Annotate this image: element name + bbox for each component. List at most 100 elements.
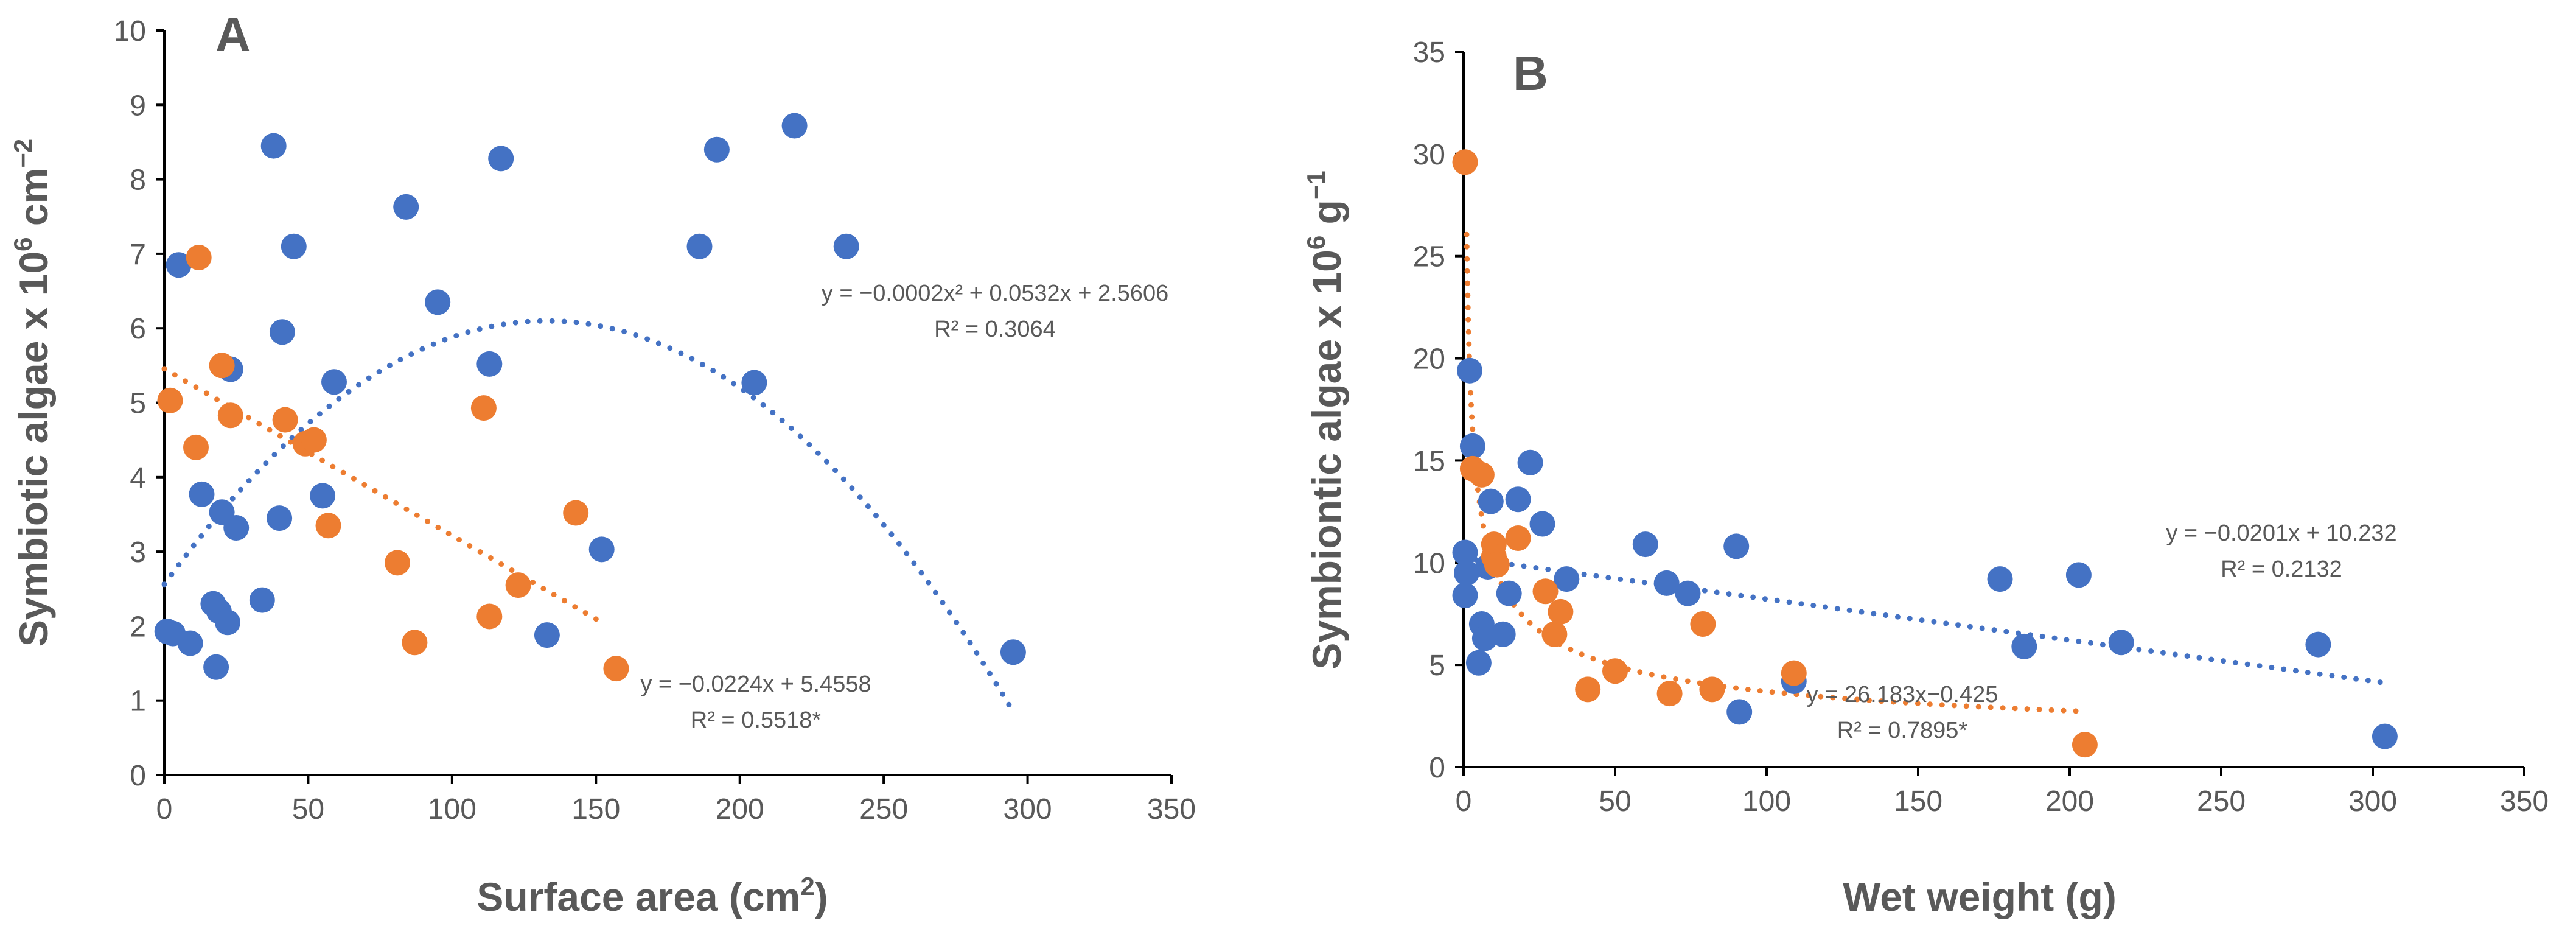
data-point-blue xyxy=(703,136,730,163)
data-point-orange xyxy=(2072,732,2098,758)
trendline-blue xyxy=(161,318,1016,715)
data-point-orange xyxy=(476,603,503,630)
x-axis-title: Wet weight (g) xyxy=(1843,874,2117,919)
y-tick-label: 5 xyxy=(130,388,146,420)
y-tick-label: 10 xyxy=(114,15,146,47)
y-tick-label: 0 xyxy=(1429,752,1445,784)
trendline-blue xyxy=(1461,555,2388,686)
trendline-r2-orange: R² = 0.5518* xyxy=(691,707,822,733)
data-point-orange xyxy=(470,395,497,421)
data-point-blue xyxy=(1517,449,1543,475)
data-point-orange xyxy=(1505,525,1531,551)
data-point-orange xyxy=(1781,660,1807,686)
data-point-orange xyxy=(1484,552,1510,578)
y-tick-label: 30 xyxy=(1413,139,1445,171)
data-point-blue xyxy=(2305,631,2331,658)
data-point-orange xyxy=(1690,611,1716,637)
x-axis-title: Surface area (cm2) xyxy=(476,872,828,919)
data-point-blue xyxy=(1459,433,1485,459)
data-point-blue xyxy=(1452,583,1478,608)
data-point-blue xyxy=(425,289,451,315)
x-tick-label: 50 xyxy=(292,793,324,826)
y-tick-label: 15 xyxy=(1413,445,1445,477)
x-tick-label: 150 xyxy=(571,793,620,826)
x-tick-label: 0 xyxy=(1456,785,1472,818)
panel-label: A xyxy=(215,7,251,61)
data-point-blue xyxy=(1000,639,1026,665)
trendline-equation-orange: y = 26.183x−0.425 xyxy=(1807,682,1998,707)
x-tick-label: 200 xyxy=(2045,785,2094,818)
data-point-orange xyxy=(186,245,212,270)
data-point-blue xyxy=(2011,633,2037,659)
data-point-orange xyxy=(603,656,629,682)
data-point-blue xyxy=(1505,486,1531,513)
trendline-equation-blue: y = −0.0002x² + 0.0532x + 2.5606 xyxy=(822,281,1168,306)
data-point-blue xyxy=(1529,511,1555,537)
data-point-orange xyxy=(1575,676,1601,703)
y-tick-label: 35 xyxy=(1413,37,1445,69)
data-point-blue xyxy=(203,654,229,680)
data-point-blue xyxy=(393,194,419,220)
data-point-orange xyxy=(1452,149,1478,175)
data-point-orange xyxy=(315,513,341,539)
data-point-blue xyxy=(476,351,503,377)
y-tick-label: 0 xyxy=(130,760,146,792)
data-point-blue xyxy=(267,505,293,531)
data-point-blue xyxy=(1454,560,1479,586)
trendline-r2-blue: R² = 0.3064 xyxy=(934,317,1056,342)
data-point-orange xyxy=(1602,658,1628,684)
y-axis-title: Symbiontic algae x 106 g−1 xyxy=(1302,170,1349,670)
y-tick-label: 2 xyxy=(130,611,146,643)
data-point-blue xyxy=(1452,539,1478,566)
data-point-blue xyxy=(1675,580,1701,606)
data-point-blue xyxy=(177,630,203,656)
trendline-equation-orange: y = −0.0224x + 5.4558 xyxy=(640,672,871,697)
panel-label: B xyxy=(1513,46,1548,100)
x-tick-label: 250 xyxy=(859,793,908,826)
data-point-blue xyxy=(1457,357,1482,384)
data-points xyxy=(154,113,1026,682)
x-tick-label: 0 xyxy=(156,793,173,826)
data-point-blue xyxy=(1496,580,1522,606)
y-tick-label: 20 xyxy=(1413,343,1445,376)
data-point-blue xyxy=(1726,699,1753,725)
data-points xyxy=(1452,149,2398,758)
x-tick-label: 350 xyxy=(2500,785,2549,818)
data-point-blue xyxy=(260,133,287,159)
data-point-orange xyxy=(505,572,531,598)
data-point-blue xyxy=(588,536,615,563)
data-point-blue xyxy=(1554,566,1580,592)
data-point-blue xyxy=(534,622,560,648)
data-point-blue xyxy=(310,483,336,509)
data-point-blue xyxy=(166,252,192,278)
data-point-blue xyxy=(321,369,347,395)
trendline-orange xyxy=(1464,231,2088,714)
data-point-orange xyxy=(1541,621,1568,647)
data-point-orange xyxy=(272,407,298,433)
x-tick-label: 100 xyxy=(428,793,476,826)
x-tick-label: 50 xyxy=(1599,785,1631,818)
data-point-blue xyxy=(781,113,808,139)
data-point-blue xyxy=(189,481,215,507)
data-point-blue xyxy=(1723,533,1750,559)
data-point-blue xyxy=(741,370,767,396)
data-point-blue xyxy=(833,233,859,259)
data-point-blue xyxy=(2372,723,2398,749)
data-point-blue xyxy=(1632,531,1658,558)
data-point-orange xyxy=(157,387,183,413)
data-point-blue xyxy=(1987,566,2013,592)
data-point-blue xyxy=(1653,570,1680,596)
data-point-blue xyxy=(2108,630,2134,656)
y-tick-label: 10 xyxy=(1413,547,1445,580)
data-point-orange xyxy=(563,500,589,526)
y-tick-label: 9 xyxy=(130,89,146,122)
data-point-orange xyxy=(385,550,410,576)
x-tick-label: 250 xyxy=(2197,785,2246,818)
y-tick-label: 5 xyxy=(1429,650,1445,682)
data-point-orange xyxy=(1532,578,1559,605)
data-point-blue xyxy=(2065,562,2092,588)
data-point-blue xyxy=(281,233,307,259)
